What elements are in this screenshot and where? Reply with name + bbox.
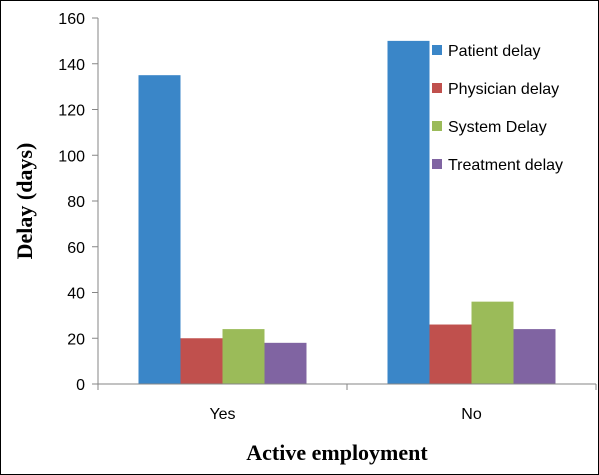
legend-swatch: [432, 159, 442, 169]
legend-swatch: [432, 83, 442, 93]
bar: [429, 324, 472, 384]
legend-label: Treatment delay: [448, 157, 563, 174]
x-axis-title: Active employment: [246, 440, 428, 465]
y-tick-label: 120: [58, 103, 85, 120]
y-tick-label: 60: [67, 240, 85, 257]
x-category-label: No: [461, 406, 482, 423]
bar-group: [138, 40, 556, 384]
y-tick-label: 140: [58, 57, 85, 74]
bar: [387, 40, 430, 384]
bar: [222, 329, 265, 384]
legend-label: System Delay: [448, 119, 547, 136]
legend: Patient delay Physician delay System Delay…: [432, 43, 563, 174]
y-tick-label: 100: [58, 148, 85, 165]
y-tick-label: 160: [58, 11, 85, 28]
bar: [513, 329, 556, 384]
y-tick-label: 0: [76, 377, 85, 394]
bar: [180, 338, 223, 384]
y-tick-label: 80: [67, 194, 85, 211]
y-axis-ticks: 0 20 40 60 80 100 120 140 160: [58, 11, 98, 394]
bar: [471, 301, 514, 384]
y-axis-title: Delay (days): [12, 143, 37, 260]
legend-label: Patient delay: [448, 43, 541, 60]
bar: [138, 75, 181, 384]
y-tick-label: 40: [67, 286, 85, 303]
x-category-label: Yes: [209, 406, 235, 423]
legend-swatch: [432, 121, 442, 131]
x-axis-ticks: Yes No: [97, 384, 597, 423]
y-tick-label: 20: [67, 331, 85, 348]
legend-label: Physician delay: [448, 81, 559, 98]
bar: [264, 342, 307, 384]
legend-swatch: [432, 45, 442, 55]
